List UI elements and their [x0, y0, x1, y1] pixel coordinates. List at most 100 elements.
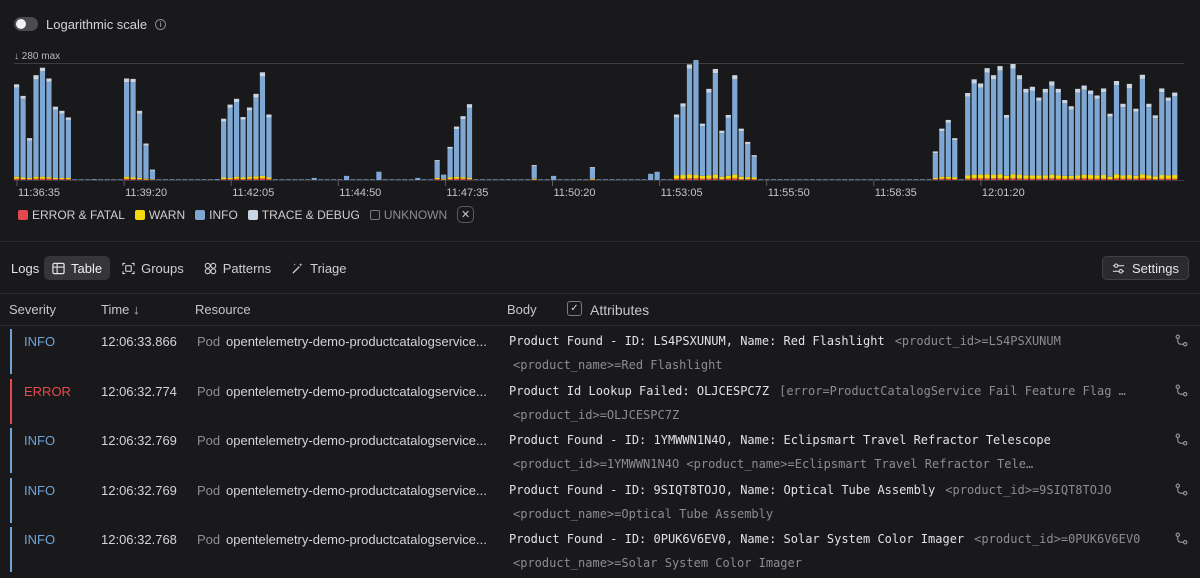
chart-bar[interactable]: [1081, 85, 1087, 180]
chart-bar[interactable]: [1152, 115, 1158, 180]
resource-name[interactable]: opentelemetry-demo-productcatalogservice…: [226, 482, 486, 498]
chart-bar[interactable]: [356, 179, 363, 180]
chart-bar[interactable]: [208, 179, 214, 180]
chart-bar[interactable]: [460, 116, 466, 180]
chart-bar[interactable]: [337, 179, 343, 180]
log-attributes-inline[interactable]: [error=ProductCatalogService Fail Featur…: [779, 383, 1126, 398]
chart-bar[interactable]: [233, 98, 240, 180]
chart-bar[interactable]: [861, 179, 867, 180]
chart-bar[interactable]: [751, 155, 757, 180]
chart-bar[interactable]: [686, 64, 693, 180]
log-attributes[interactable]: <product_name>=Red Flashlight: [513, 358, 723, 372]
chart-bar[interactable]: [98, 179, 104, 180]
header-time[interactable]: Time ↓: [101, 302, 140, 317]
info-icon[interactable]: i: [155, 18, 167, 30]
log-scale-toggle[interactable]: [14, 17, 38, 31]
chart-bar[interactable]: [628, 179, 634, 180]
chart-bar[interactable]: [796, 179, 803, 180]
chart-bar[interactable]: [479, 179, 486, 180]
chart-bar[interactable]: [790, 179, 796, 180]
chart-bar[interactable]: [1088, 90, 1094, 180]
trace-icon[interactable]: [1175, 483, 1188, 496]
chart-bar[interactable]: [259, 72, 266, 180]
chart-bar[interactable]: [52, 106, 59, 180]
trace-icon[interactable]: [1175, 334, 1188, 347]
chart-bar[interactable]: [557, 179, 563, 180]
chart-bar[interactable]: [253, 93, 259, 180]
log-attributes[interactable]: <product_name>=Optical Tube Assembly: [513, 506, 774, 521]
table-row[interactable]: INFO 12:06:32.769 Pod opentelemetry-demo-pr…: [0, 426, 1200, 476]
chart-bar[interactable]: [900, 179, 906, 180]
chart-bar[interactable]: [201, 179, 207, 180]
chart-bar[interactable]: [512, 179, 518, 180]
chart-bar[interactable]: [434, 160, 440, 180]
chart-bar[interactable]: [311, 177, 317, 180]
chart-bar[interactable]: [868, 179, 874, 180]
chart-bar[interactable]: [563, 179, 570, 180]
chart-bar[interactable]: [188, 179, 194, 180]
chart-bar[interactable]: [893, 179, 900, 180]
tab-table[interactable]: Table: [44, 256, 111, 280]
chart-bar[interactable]: [369, 179, 376, 180]
trace-icon[interactable]: [1175, 384, 1188, 397]
chart-bar[interactable]: [874, 179, 880, 180]
chart-bar[interactable]: [123, 78, 130, 181]
chart-bar[interactable]: [246, 107, 253, 181]
chart-bar[interactable]: [1023, 88, 1029, 180]
chart-bar[interactable]: [777, 179, 783, 180]
chart-bar[interactable]: [453, 126, 460, 180]
chart-bar[interactable]: [971, 79, 977, 180]
chart-bar[interactable]: [1100, 88, 1107, 180]
chart-bar[interactable]: [732, 75, 738, 180]
chart-bar[interactable]: [809, 179, 816, 180]
chart-bar[interactable]: [466, 104, 473, 180]
chart-bar[interactable]: [641, 179, 647, 180]
chart-bar[interactable]: [182, 179, 188, 180]
chart-bar[interactable]: [91, 179, 97, 180]
chart-bar[interactable]: [1159, 88, 1165, 180]
chart-bar[interactable]: [783, 179, 790, 180]
chart-bar[interactable]: [363, 179, 369, 180]
chart-bar[interactable]: [104, 179, 110, 180]
chart-bar[interactable]: [680, 103, 686, 180]
chart-bar[interactable]: [667, 179, 673, 180]
chart-bar[interactable]: [880, 179, 887, 180]
chart-bar[interactable]: [505, 179, 511, 180]
chart-bar[interactable]: [402, 179, 408, 180]
chart-bar[interactable]: [227, 104, 233, 180]
log-attributes[interactable]: <product_name>=Solar System Color Imager: [513, 556, 802, 571]
chart-bar[interactable]: [1120, 103, 1126, 180]
chart-bar[interactable]: [1113, 80, 1120, 180]
log-attributes-inline[interactable]: <product_id>=LS4PSXUNUM: [894, 334, 1061, 348]
resource-name[interactable]: opentelemetry-demo-productcatalogservice…: [226, 532, 486, 548]
chart-bar[interactable]: [272, 179, 278, 180]
chart-bar[interactable]: [39, 67, 46, 180]
log-attributes-inline[interactable]: <product_id>=9SIQT8TOJO: [945, 482, 1112, 497]
chart-bar[interactable]: [447, 146, 453, 180]
chart-bar[interactable]: [1062, 100, 1068, 180]
legend-error[interactable]: ERROR & FATAL: [18, 208, 125, 222]
chart-bar[interactable]: [169, 179, 175, 180]
chart-bar[interactable]: [285, 179, 291, 180]
chart-bar[interactable]: [175, 179, 181, 180]
chart-bar[interactable]: [803, 179, 809, 180]
chart-bar[interactable]: [758, 179, 764, 180]
chart-bar[interactable]: [350, 179, 356, 180]
log-attributes[interactable]: <product_id>=1YMWWN1N4O <product_name>=E…: [513, 457, 1034, 472]
chart-bar[interactable]: [298, 179, 304, 180]
chart-bar[interactable]: [1094, 95, 1100, 180]
chart-bar[interactable]: [635, 179, 641, 180]
settings-button[interactable]: Settings: [1102, 256, 1189, 280]
chart-bar[interactable]: [699, 123, 706, 180]
chart-bar[interactable]: [395, 179, 401, 180]
chart-bar[interactable]: [1126, 83, 1133, 180]
chart-bar[interactable]: [389, 179, 395, 180]
chart-bar[interactable]: [415, 177, 421, 180]
chart-bar[interactable]: [292, 179, 298, 180]
chart-bar[interactable]: [906, 179, 913, 180]
chart-bar[interactable]: [143, 143, 149, 180]
chart-bar[interactable]: [926, 179, 932, 180]
chart-bar[interactable]: [428, 179, 434, 180]
chart-bar[interactable]: [14, 84, 20, 180]
chart-bar[interactable]: [544, 179, 550, 180]
